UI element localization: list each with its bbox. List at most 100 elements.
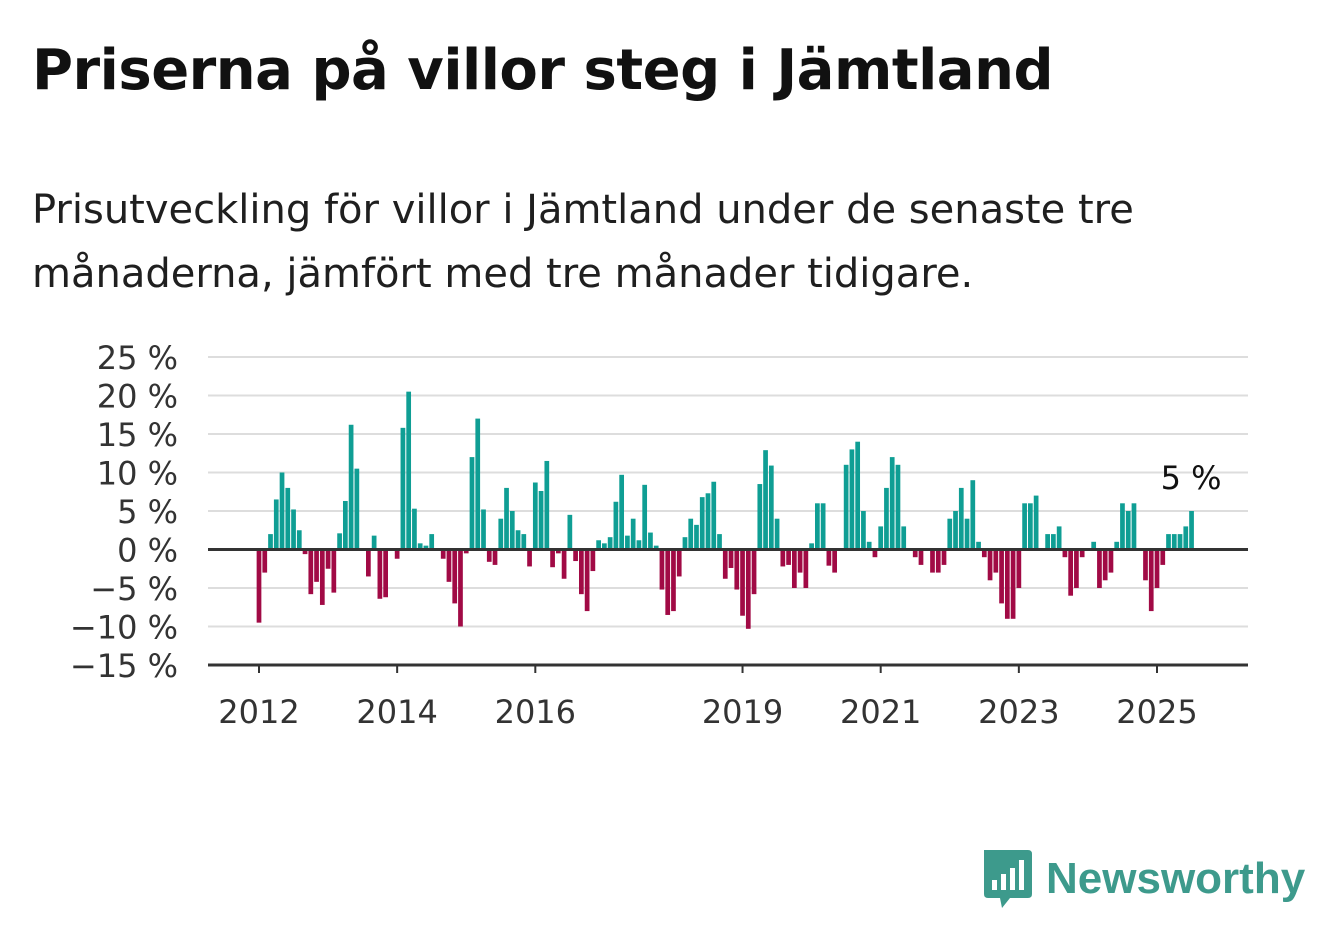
x-tick-label: 2025 (1116, 693, 1197, 731)
bar (550, 549, 555, 568)
bar (412, 508, 417, 550)
bar (843, 464, 849, 550)
bar (1028, 503, 1033, 550)
bar-chart: 25 %20 %15 %10 %5 %0 %−5 %−10 %−15 %2012… (70, 339, 1248, 731)
bar (947, 518, 953, 550)
bar (648, 532, 653, 550)
bar (768, 465, 774, 550)
bar (970, 480, 976, 550)
bar (694, 524, 699, 550)
bar (745, 549, 751, 629)
bar (958, 487, 964, 550)
bar (366, 549, 371, 577)
bar (659, 549, 665, 590)
bar (1091, 541, 1097, 550)
bar (314, 549, 319, 582)
bar (463, 549, 469, 554)
bar (774, 518, 780, 550)
bar (797, 549, 803, 573)
bar (855, 441, 861, 550)
bar (722, 549, 728, 579)
bar (1114, 541, 1120, 550)
bar (780, 549, 786, 567)
bar (515, 530, 521, 550)
bar (665, 549, 671, 615)
last-value-annotation: 5 % (1161, 459, 1222, 497)
bar (498, 518, 504, 550)
bar (458, 549, 463, 627)
bar (832, 549, 837, 573)
bar (1189, 511, 1194, 550)
bar (1177, 534, 1183, 550)
bar (682, 537, 688, 550)
bar (481, 509, 486, 550)
bar (504, 487, 509, 550)
bar (964, 518, 970, 550)
bar (1125, 511, 1131, 550)
bar (791, 549, 797, 588)
bar (872, 549, 878, 558)
bar (757, 484, 763, 550)
x-tick-label: 2014 (356, 693, 437, 731)
bar (987, 549, 993, 581)
bar (803, 549, 809, 588)
chart-title: Priserna på villor steg i Jämtland (32, 38, 1054, 103)
bar (1160, 549, 1166, 565)
bar (446, 549, 452, 582)
bar (815, 503, 820, 550)
bar (429, 534, 435, 550)
bar (930, 549, 935, 573)
bar (596, 540, 601, 550)
brand-name: Newsworthy (1046, 854, 1306, 903)
bar (383, 549, 388, 598)
bar (590, 549, 596, 572)
bar (849, 449, 855, 550)
bar (371, 535, 377, 550)
bar (751, 549, 757, 595)
bar (1079, 549, 1085, 558)
bar (981, 549, 987, 558)
bar (1120, 503, 1125, 550)
bar (440, 549, 446, 559)
bar (1183, 526, 1189, 550)
bar (953, 511, 958, 550)
bar (912, 549, 918, 558)
bar (861, 511, 866, 550)
x-tick-label: 2023 (978, 693, 1059, 731)
bar (337, 533, 342, 550)
bar (1033, 495, 1039, 550)
bar (699, 497, 705, 550)
bar (291, 509, 296, 550)
bar (296, 530, 302, 550)
bar (273, 499, 279, 550)
bar (895, 464, 901, 550)
bar (1022, 503, 1027, 550)
bar (544, 460, 550, 550)
bar (417, 543, 423, 550)
y-tick-label: 15 % (97, 416, 178, 454)
chart-subtitle: Prisutveckling för villor i Jämtland und… (32, 187, 1134, 297)
bar (607, 537, 613, 550)
bar (976, 541, 981, 550)
bar (279, 472, 285, 550)
y-tick-label: 10 % (97, 455, 178, 493)
bar (1108, 549, 1114, 573)
x-tick-label: 2019 (702, 693, 783, 731)
bar (1143, 549, 1148, 581)
bar (1068, 549, 1074, 596)
bar (1166, 534, 1171, 550)
bar (688, 518, 694, 550)
bar (331, 549, 337, 593)
bar (268, 534, 273, 550)
y-tick-label: −5 % (90, 570, 178, 608)
bar (348, 424, 354, 550)
newsworthy-logo-icon (984, 850, 1032, 908)
bar (532, 482, 538, 550)
bar (826, 549, 832, 566)
bar (1154, 549, 1160, 588)
bar (630, 518, 636, 550)
y-tick-label: −10 % (70, 609, 178, 647)
y-tick-label: 25 % (97, 339, 178, 377)
bar (354, 468, 360, 550)
bar (1045, 534, 1050, 550)
